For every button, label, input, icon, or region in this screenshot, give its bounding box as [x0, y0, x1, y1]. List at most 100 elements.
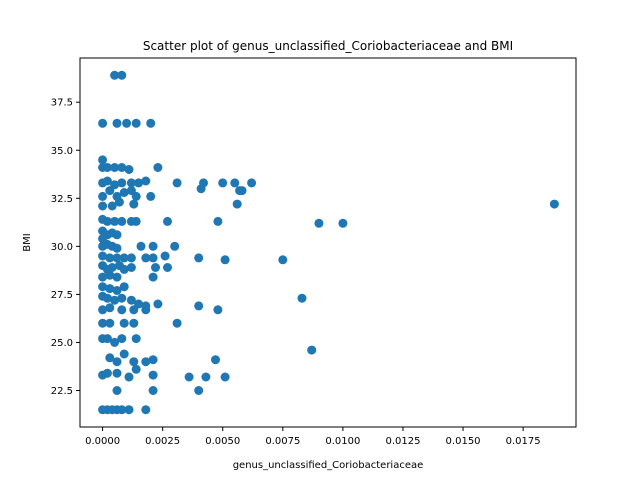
scatter-point [98, 305, 108, 315]
scatter-point [213, 305, 223, 315]
scatter-point [213, 216, 223, 226]
scatter-point [112, 230, 122, 240]
x-tick-label: 0.0125 [385, 436, 420, 447]
scatter-point [131, 191, 141, 201]
scatter-point [117, 163, 127, 172]
scatter-point [297, 293, 307, 303]
points-layer [98, 70, 559, 415]
scatter-point [338, 218, 348, 228]
scatter-point [102, 293, 112, 303]
scatter-point [126, 263, 136, 272]
x-tick-label: 0.0000 [85, 436, 120, 447]
scatter-point [112, 357, 122, 367]
scatter-point [314, 218, 324, 228]
scatter-point [148, 370, 158, 380]
scatter-point [112, 243, 122, 253]
scatter-point [232, 199, 242, 209]
scatter-point [105, 303, 115, 313]
scatter-point [102, 216, 112, 226]
scatter-point [129, 305, 139, 315]
y-tick-label: 30.0 [51, 242, 73, 253]
scatter-point [131, 334, 141, 344]
scatter-point [136, 241, 146, 251]
scatter-point [117, 178, 127, 188]
scatter-point [119, 253, 129, 263]
scatter-point [220, 255, 230, 265]
x-tick-label: 0.0075 [265, 436, 300, 447]
scatter-point [278, 255, 288, 265]
x-axis-label: genus_unclassified_Coriobacteriaceae [233, 460, 424, 471]
scatter-point [153, 163, 163, 172]
scatter-point [141, 405, 151, 415]
scatter-point [112, 368, 122, 378]
scatter-point [211, 355, 220, 365]
x-tick-label: 0.0050 [205, 436, 240, 447]
y-tick-label: 25.0 [51, 338, 73, 349]
scatter-point [194, 301, 204, 311]
chart-title: Scatter plot of genus_unclassified_Corio… [143, 39, 513, 53]
scatter-point [237, 186, 247, 196]
scatter-point [105, 186, 115, 196]
scatter-point [160, 251, 170, 261]
scatter-point [163, 263, 172, 272]
y-tick-label: 27.5 [51, 290, 73, 301]
scatter-point [148, 386, 158, 395]
scatter-point [218, 178, 228, 188]
scatter-point [117, 305, 127, 315]
scatter-point [199, 178, 208, 188]
scatter-point [124, 372, 134, 382]
scatter-point [105, 270, 115, 280]
y-tick-label: 37.5 [51, 98, 73, 109]
scatter-point [172, 318, 182, 328]
scatter-point [105, 353, 115, 363]
scatter-point [194, 386, 204, 395]
scatter-point [98, 272, 108, 282]
x-tick-label: 0.0025 [145, 436, 180, 447]
scatter-point [148, 272, 158, 282]
scatter-point [131, 118, 141, 128]
scatter-point [146, 118, 156, 128]
scatter-point [117, 334, 127, 344]
scatter-point [112, 253, 122, 263]
scatter-point [126, 178, 136, 188]
scatter-point [98, 118, 108, 128]
scatter-point [247, 178, 257, 188]
scatter-point [98, 201, 108, 211]
scatter-point [134, 178, 144, 188]
scatter-point [124, 165, 134, 174]
scatter-point [124, 405, 134, 415]
scatter-point [126, 295, 136, 305]
scatter-point [131, 216, 141, 226]
scatter-point [184, 372, 194, 382]
scatter-point [119, 318, 129, 328]
scatter-point [119, 264, 129, 274]
plot-frame [79, 57, 577, 428]
scatter-point [170, 241, 180, 251]
scatter-point [201, 372, 211, 382]
scatter-point [148, 241, 158, 251]
scatter-point [98, 155, 108, 165]
scatter-point [112, 118, 122, 128]
y-tick-label: 32.5 [51, 194, 73, 205]
scatter-point [102, 334, 112, 344]
scatter-point [102, 176, 112, 186]
x-tick-label: 0.0150 [446, 436, 481, 447]
scatter-point [107, 263, 117, 272]
scatter-point [110, 216, 120, 226]
scatter-point [141, 305, 151, 315]
scatter-point [117, 216, 127, 226]
scatter-point [98, 251, 108, 261]
scatter-point [126, 253, 136, 263]
scatter-point [151, 263, 160, 272]
scatter-point [119, 188, 129, 197]
scatter-point [172, 178, 182, 188]
scatter-point [112, 286, 122, 295]
scatter-point [129, 199, 139, 209]
scatter-point [105, 253, 115, 263]
scatter-point [112, 386, 122, 395]
scatter-point [110, 295, 120, 305]
scatter-point [117, 293, 127, 303]
scatter-point [307, 345, 317, 355]
